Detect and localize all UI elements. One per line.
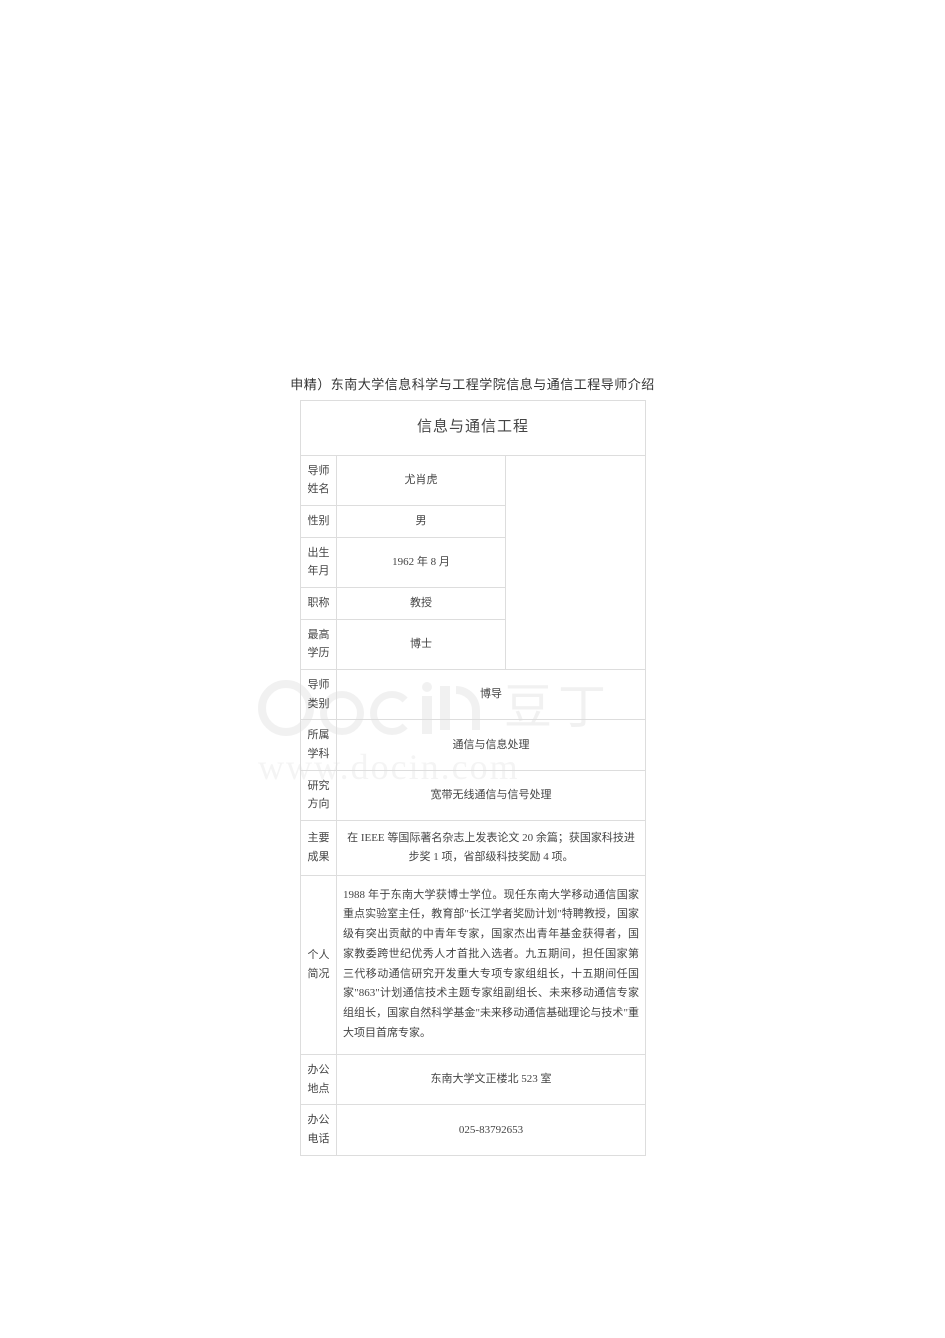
profile-table-wrap: 信息与通信工程 导师姓名 尤肖虎 性别 男 出生年月 1962 年 8 月 职称… xyxy=(300,400,646,1156)
label-type: 导师类别 xyxy=(301,670,337,720)
value-gender: 男 xyxy=(337,505,506,537)
table-row: 个人简况 1988 年于东南大学获博士学位。现任东南大学移动通信国家重点实验室主… xyxy=(301,875,646,1054)
value-dept: 通信与信息处理 xyxy=(337,720,646,770)
table-header: 信息与通信工程 xyxy=(301,401,646,456)
value-type: 博导 xyxy=(337,670,646,720)
label-gender: 性别 xyxy=(301,505,337,537)
value-achievements: 在 IEEE 等国际著名杂志上发表论文 20 余篇；获国家科技进步奖 1 项，省… xyxy=(337,821,646,875)
table-row: 导师类别 博导 xyxy=(301,670,646,720)
label-title: 职称 xyxy=(301,587,337,619)
value-research: 宽带无线通信与信号处理 xyxy=(337,770,646,820)
value-phone: 025-83792653 xyxy=(337,1105,646,1155)
label-degree: 最高学历 xyxy=(301,619,337,669)
label-bio: 个人简况 xyxy=(301,875,337,1054)
label-office: 办公地点 xyxy=(301,1054,337,1104)
value-office: 东南大学文正楼北 523 室 xyxy=(337,1054,646,1104)
table-row: 办公电话 025-83792653 xyxy=(301,1105,646,1155)
table-row: 信息与通信工程 xyxy=(301,401,646,456)
label-research: 研究方向 xyxy=(301,770,337,820)
label-achievements: 主要成果 xyxy=(301,821,337,875)
value-title: 教授 xyxy=(337,587,506,619)
table-row: 研究方向 宽带无线通信与信号处理 xyxy=(301,770,646,820)
value-degree: 博士 xyxy=(337,619,506,669)
document-title: 申精）东南大学信息科学与工程学院信息与通信工程导师介绍 xyxy=(0,374,945,393)
value-name: 尤肖虎 xyxy=(337,455,506,505)
label-name: 导师姓名 xyxy=(301,455,337,505)
photo-cell xyxy=(506,455,646,670)
label-phone: 办公电话 xyxy=(301,1105,337,1155)
value-birth: 1962 年 8 月 xyxy=(337,537,506,587)
value-bio: 1988 年于东南大学获博士学位。现任东南大学移动通信国家重点实验室主任，教育部… xyxy=(337,875,646,1054)
label-birth: 出生年月 xyxy=(301,537,337,587)
table-row: 办公地点 东南大学文正楼北 523 室 xyxy=(301,1054,646,1104)
label-dept: 所属学科 xyxy=(301,720,337,770)
table-row: 导师姓名 尤肖虎 xyxy=(301,455,646,505)
profile-table: 信息与通信工程 导师姓名 尤肖虎 性别 男 出生年月 1962 年 8 月 职称… xyxy=(300,400,646,1156)
table-row: 所属学科 通信与信息处理 xyxy=(301,720,646,770)
table-row: 主要成果 在 IEEE 等国际著名杂志上发表论文 20 余篇；获国家科技进步奖 … xyxy=(301,821,646,875)
